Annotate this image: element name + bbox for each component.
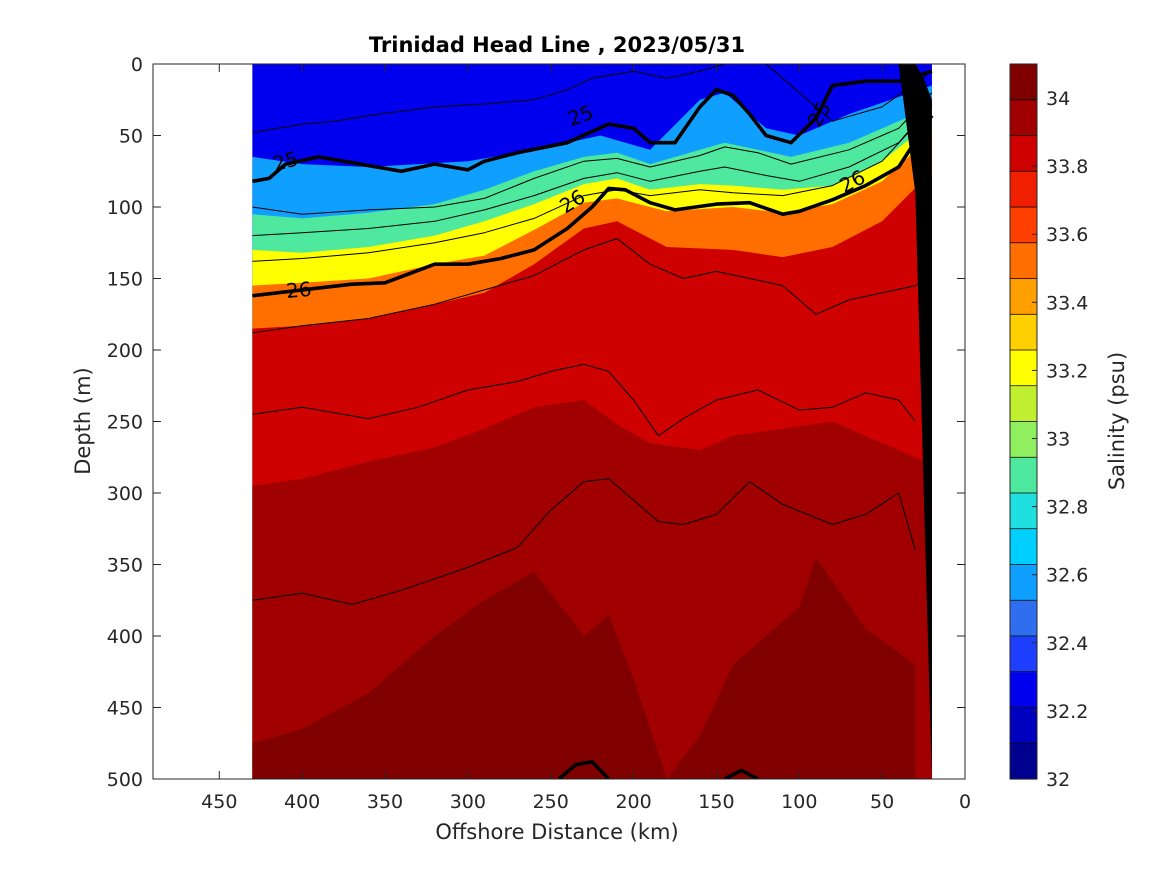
density-contour-0 — [252, 69, 933, 184]
density-contour-7 — [252, 363, 916, 437]
colorbar-tick-label: 33.4 — [1046, 292, 1088, 314]
colorbar-bin — [1010, 636, 1037, 673]
colorbar-bin — [1010, 457, 1037, 494]
contour-label-text-3: 26 — [285, 277, 312, 303]
y-tick-label: 300 — [107, 483, 143, 505]
colorbar-tick-label: 34 — [1046, 88, 1070, 110]
colorbar-tick-label: 32 — [1046, 769, 1070, 791]
density-contour-2 — [252, 64, 933, 134]
colorbar-tick-label: 33.2 — [1046, 360, 1088, 382]
y-tick-label: 450 — [107, 698, 143, 720]
colorbar-tick-label: 33.8 — [1046, 156, 1088, 178]
colorbar-bin — [1010, 743, 1037, 780]
x-tick-label: 50 — [870, 791, 894, 813]
y-tick-label: 100 — [107, 197, 143, 219]
bathymetry-seafloor — [898, 64, 932, 779]
y-tick-label: 250 — [107, 412, 143, 434]
colorbar-label: Salinity (psu) — [1105, 352, 1129, 490]
colorbar-tick-label: 33.6 — [1046, 224, 1088, 246]
density-contour-1 — [252, 114, 934, 298]
colorbar-tick-label: 32.8 — [1046, 497, 1088, 519]
colorbar-bin — [1010, 99, 1037, 137]
colorbar-bin — [1010, 707, 1037, 744]
colorbar-bin — [1010, 171, 1037, 208]
x-tick-label: 100 — [781, 791, 817, 813]
salinity-fill-layers — [252, 64, 932, 779]
chart-title: Trinidad Head Line , 2023/05/31 — [369, 33, 745, 57]
x-tick-label: 300 — [450, 791, 486, 813]
y-axis-ticks: 0 50 100 150 200 250 300 350 400 450 500 — [107, 54, 965, 791]
density-contour-4 — [252, 103, 933, 237]
colorbar-bin — [1010, 278, 1037, 315]
x-axis-label: Offshore Distance (km) — [435, 820, 678, 844]
colorbar-bin — [1010, 493, 1037, 530]
y-tick-label: 400 — [107, 626, 143, 648]
colorbar-bin — [1010, 242, 1037, 280]
colorbar-frame — [1009, 63, 1038, 780]
y-tick-label: 0 — [131, 54, 143, 76]
density-contour-8 — [252, 478, 916, 605]
colorbar-tick-label: 32.4 — [1046, 633, 1088, 655]
x-tick-label: 450 — [201, 791, 237, 813]
x-tick-label: 0 — [959, 791, 971, 813]
density-contour-5 — [252, 106, 933, 262]
contour-label-3: 26 — [285, 277, 312, 303]
y-tick-label: 200 — [107, 340, 143, 362]
density-contour-6 — [252, 238, 933, 334]
salinity-layer-7 — [252, 557, 916, 779]
y-tick-label: 150 — [107, 269, 143, 291]
colorbar-bin — [1010, 385, 1037, 423]
colorbar-bin — [1010, 671, 1037, 709]
colorbar-ticks: 32 32.2 32.4 32.6 32.8 33 33.2 33.4 33.6 33.8 34 — [1032, 88, 1088, 791]
density-contour-3 — [252, 92, 933, 215]
colorbar-bin — [1010, 564, 1037, 601]
colorbar-bin — [1010, 600, 1037, 637]
density-contour-9 — [557, 760, 610, 779]
colorbar-bin — [1010, 207, 1037, 244]
density-contour-10 — [723, 768, 759, 779]
y-tick-label: 500 — [107, 769, 143, 791]
x-tick-label: 250 — [533, 791, 569, 813]
colorbar-tick-label: 32.2 — [1046, 701, 1088, 723]
colorbar-bin — [1010, 64, 1037, 101]
y-tick-label: 50 — [119, 126, 143, 148]
x-axis-ticks: 450 400 350 300 250 200 150 100 50 0 — [201, 64, 971, 813]
x-tick-label: 350 — [367, 791, 403, 813]
colorbar-bin — [1010, 314, 1037, 351]
colorbar-tick-label: 33 — [1046, 429, 1070, 451]
x-tick-label: 200 — [615, 791, 651, 813]
colorbar-tick-label: 32.6 — [1046, 565, 1088, 587]
y-tick-label: 350 — [107, 555, 143, 577]
y-axis-label: Depth (m) — [71, 367, 95, 474]
colorbar-bin — [1010, 528, 1037, 566]
colorbar-bin — [1010, 350, 1037, 387]
x-tick-label: 150 — [698, 791, 734, 813]
colorbar — [1010, 64, 1037, 780]
density-contour-lines — [252, 64, 934, 779]
x-tick-label: 400 — [284, 791, 320, 813]
colorbar-bin — [1010, 421, 1037, 458]
